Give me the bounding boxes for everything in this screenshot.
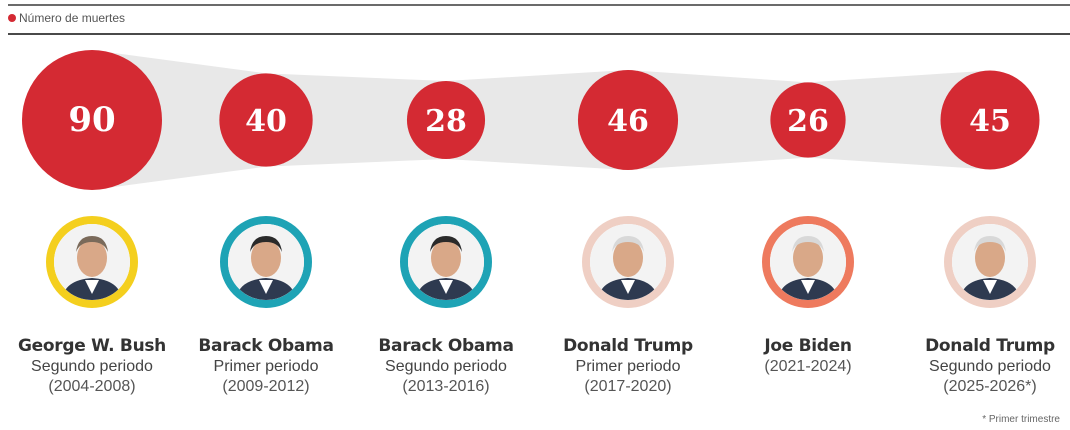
president-name: Donald Trump [563, 336, 693, 356]
footnote: * Primer trimestre [982, 414, 1060, 425]
bubble-5 [940, 70, 1040, 170]
president-name: George W. Bush [18, 336, 166, 356]
bubble-3 [577, 69, 679, 171]
connecting-band [92, 50, 990, 190]
bubble-2 [406, 80, 486, 160]
president-name: Joe Biden [764, 336, 852, 356]
bubble-chart: 90 40 28 46 26 45 [22, 50, 1040, 190]
term-label: Segundo periodo [385, 358, 507, 375]
term-years: (2025-2026*) [943, 378, 1037, 395]
president-name: Donald Trump [925, 336, 1055, 356]
bubble-value-4: 26 [787, 104, 829, 139]
bubble-value-3: 46 [607, 104, 649, 139]
term-label: Segundo periodo [31, 358, 153, 375]
portrait-trump-icon [582, 216, 674, 308]
term-label: Segundo periodo [929, 358, 1051, 375]
president-name: Barack Obama [378, 336, 514, 356]
legend-rule [8, 33, 1070, 35]
bubble-1 [219, 73, 313, 167]
portrait-bush-icon [46, 216, 138, 308]
president-label-4: Joe Biden (2021-2024) [718, 336, 898, 376]
term-years: (2021-2024) [764, 358, 852, 375]
term-years: (2009-2012) [222, 378, 310, 395]
bubble-value-0: 90 [68, 100, 115, 140]
term-years: (2004-2008) [48, 378, 136, 395]
bubble-value-5: 45 [969, 104, 1011, 139]
term-years: (2017-2020) [584, 378, 672, 395]
president-name: Barack Obama [198, 336, 334, 356]
portrait-trump-icon [944, 216, 1036, 308]
term-label: Primer periodo [213, 358, 319, 375]
president-label-1: Barack Obama Primer periodo (2009-2012) [176, 336, 356, 396]
president-label-2: Barack Obama Segundo periodo (2013-2016) [356, 336, 536, 396]
president-label-3: Donald Trump Primer periodo (2017-2020) [538, 336, 718, 396]
term-label: Primer periodo [575, 358, 681, 375]
legend-label: Número de muertes [19, 11, 126, 25]
bubble-4 [770, 82, 846, 158]
portrait-biden-icon [762, 216, 854, 308]
legend: Número de muertes [8, 11, 125, 25]
bubble-value-1: 40 [245, 104, 287, 139]
president-label-0: George W. Bush Segundo periodo (2004-2008) [2, 336, 182, 396]
bubble-value-2: 28 [425, 104, 467, 139]
portrait-obama-icon [220, 216, 312, 308]
bubble-0 [22, 50, 162, 190]
legend-dot-icon [8, 14, 16, 22]
term-years: (2013-2016) [402, 378, 490, 395]
president-label-5: Donald Trump Segundo periodo (2025-2026*) [900, 336, 1070, 396]
top-rule [8, 4, 1070, 6]
portrait-obama-icon [400, 216, 492, 308]
